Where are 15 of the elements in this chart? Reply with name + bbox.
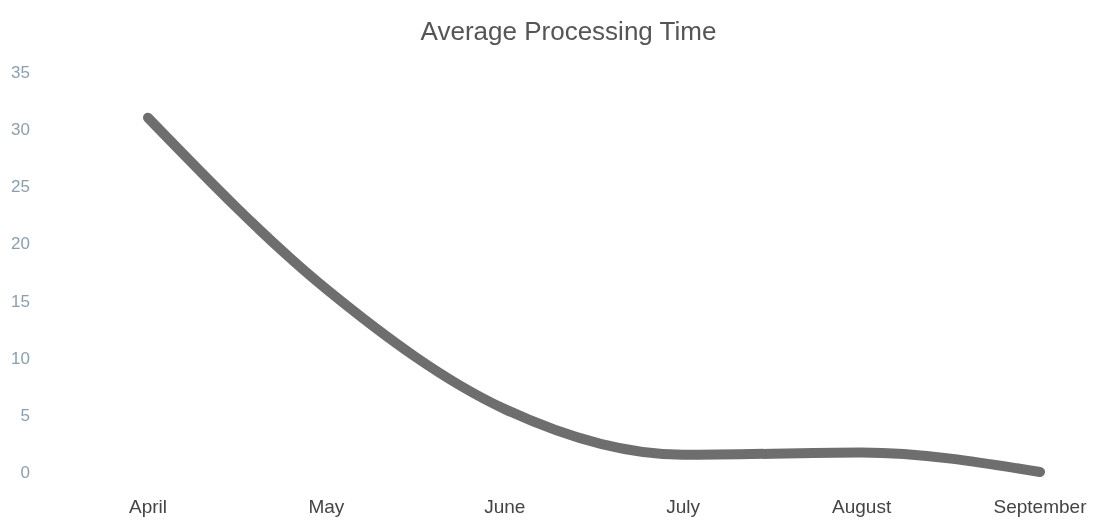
- x-tick-label: May: [308, 496, 345, 517]
- x-tick-label: August: [832, 496, 892, 517]
- y-tick-label: 5: [20, 405, 30, 425]
- y-tick-label: 0: [20, 463, 30, 482]
- chart-title: Average Processing Time: [420, 16, 717, 46]
- x-tick-label: September: [993, 496, 1088, 517]
- y-tick-label: 15: [11, 291, 30, 311]
- x-tick-label: June: [484, 496, 526, 517]
- y-tick-label: 20: [11, 234, 30, 254]
- y-tick-label: 25: [11, 177, 30, 197]
- x-tick-label: April: [128, 496, 168, 517]
- x-tick-label: July: [666, 496, 701, 517]
- y-tick-label: 10: [11, 348, 30, 368]
- y-tick-label: 35: [11, 63, 30, 82]
- y-tick-label: 30: [11, 120, 30, 140]
